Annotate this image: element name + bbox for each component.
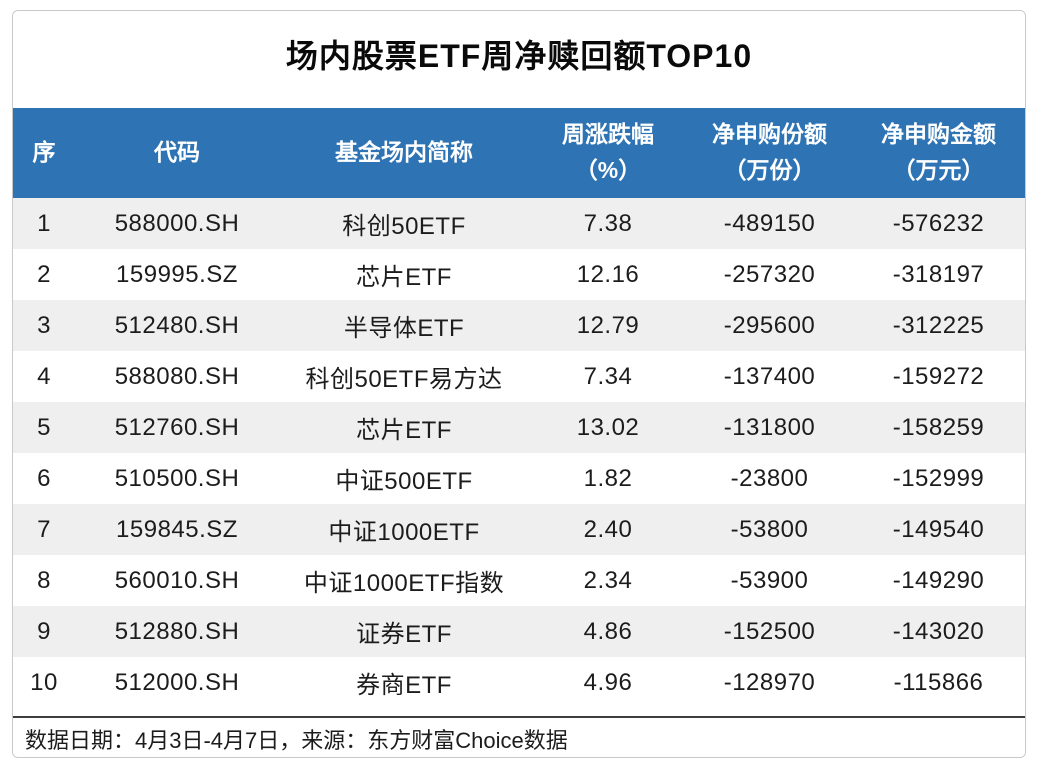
- cell-rank: 7: [37, 515, 51, 543]
- table-row: 7 159845.SZ 中证1000ETF 2.40 -53800 -149540: [13, 504, 1025, 555]
- column-header-shares: 净申购份额 （万份）: [687, 108, 852, 198]
- cell-rank: 6: [37, 464, 51, 492]
- cell-change: 4.96: [583, 668, 633, 696]
- cell-shares: -23800: [730, 464, 809, 492]
- cell-shares: -489150: [723, 209, 816, 237]
- cell-code: 512480.SH: [114, 311, 240, 339]
- table-row: 4 588080.SH 科创50ETF易方达 7.34 -137400 -159272: [13, 351, 1025, 402]
- cell-rank: 9: [37, 617, 51, 645]
- table-row: 3 512480.SH 半导体ETF 12.79 -295600 -312225: [13, 300, 1025, 351]
- cell-amount: -149540: [892, 515, 985, 543]
- header-row: 序 代码 基金场内简称 周涨跌幅 （%） 净申购份额 （万份） 净申购金额 （万…: [13, 108, 1025, 198]
- title-bar: 场内股票ETF周净赎回额TOP10: [13, 11, 1025, 96]
- cell-change: 12.79: [576, 311, 640, 339]
- cell-change: 4.86: [583, 617, 633, 645]
- cell-code: 588080.SH: [114, 362, 240, 390]
- cell-amount: -152999: [892, 464, 985, 492]
- table-header: 序 代码 基金场内简称 周涨跌幅 （%） 净申购份额 （万份） 净申购金额 （万…: [13, 108, 1025, 198]
- cell-code: 510500.SH: [114, 464, 240, 492]
- etf-table: 序 代码 基金场内简称 周涨跌幅 （%） 净申购份额 （万份） 净申购金额 （万…: [13, 108, 1025, 708]
- table-row: 6 510500.SH 中证500ETF 1.82 -23800 -152999: [13, 453, 1025, 504]
- table-row: 8 560010.SH 中证1000ETF指数 2.34 -53900 -149290: [13, 555, 1025, 606]
- cell-change: 2.40: [583, 515, 633, 543]
- cell-rank: 8: [37, 566, 51, 594]
- cell-shares: -128970: [723, 668, 816, 696]
- cell-name: 中证1000ETF指数: [303, 570, 505, 597]
- cell-change: 1.82: [583, 464, 633, 492]
- cell-name: 证券ETF: [356, 621, 452, 648]
- cell-shares: -152500: [723, 617, 816, 645]
- cell-amount: -312225: [892, 311, 985, 339]
- cell-name: 中证1000ETF: [328, 519, 480, 546]
- table-body: 1 588000.SH 科创50ETF 7.38 -489150 -576232 2 1599…: [13, 198, 1025, 708]
- cell-change: 7.38: [583, 209, 633, 237]
- cell-code: 159995.SZ: [116, 260, 238, 288]
- cell-rank: 2: [37, 260, 51, 288]
- cell-code: 560010.SH: [114, 566, 240, 594]
- cell-code: 588000.SH: [114, 209, 240, 237]
- cell-change: 7.34: [583, 362, 633, 390]
- cell-shares: -295600: [723, 311, 816, 339]
- table-row: 10 512000.SH 券商ETF 4.96 -128970 -115866: [13, 657, 1025, 708]
- cell-code: 512880.SH: [114, 617, 240, 645]
- cell-rank: 1: [37, 209, 51, 237]
- cell-amount: -159272: [892, 362, 985, 390]
- table-row: 5 512760.SH 芯片ETF 13.02 -131800 -158259: [13, 402, 1025, 453]
- cell-change: 13.02: [576, 413, 640, 441]
- cell-amount: -158259: [892, 413, 985, 441]
- table-row: 9 512880.SH 证券ETF 4.86 -152500 -143020: [13, 606, 1025, 657]
- cell-code: 159845.SZ: [116, 515, 238, 543]
- cell-change: 2.34: [583, 566, 633, 594]
- cell-name: 芯片ETF: [356, 417, 452, 444]
- cell-amount: -143020: [892, 617, 985, 645]
- cell-shares: -131800: [723, 413, 816, 441]
- title-divider-gap: [13, 96, 1025, 108]
- cell-rank: 10: [30, 668, 58, 696]
- cell-amount: -115866: [893, 668, 984, 696]
- cell-rank: 4: [37, 362, 51, 390]
- cell-rank: 5: [37, 413, 51, 441]
- cell-shares: -53800: [730, 515, 809, 543]
- cell-code: 512000.SH: [114, 668, 240, 696]
- column-header-change: 周涨跌幅 （%）: [529, 108, 687, 198]
- page-title: 场内股票ETF周净赎回额TOP10: [285, 37, 753, 74]
- column-header-code: 代码: [75, 108, 279, 198]
- table-row: 1 588000.SH 科创50ETF 7.38 -489150 -576232: [13, 198, 1025, 249]
- footer-note: 数据日期：4月3日-4月7日，来源：东方财富Choice数据: [13, 716, 1025, 757]
- cell-name: 科创50ETF: [342, 213, 466, 240]
- cell-shares: -53900: [730, 566, 809, 594]
- cell-amount: -318197: [892, 260, 985, 288]
- column-header-rank: 序: [13, 108, 75, 198]
- table-row: 2 159995.SZ 芯片ETF 12.16 -257320 -318197: [13, 249, 1025, 300]
- column-header-name: 基金场内简称: [279, 108, 529, 198]
- cell-name: 芯片ETF: [356, 264, 452, 291]
- etf-table-card: 场内股票ETF周净赎回额TOP10 序 代码 基金场内简称 周涨跌幅 （%） 净…: [12, 10, 1026, 758]
- cell-name: 半导体ETF: [343, 315, 465, 342]
- cell-amount: -149290: [892, 566, 985, 594]
- cell-shares: -137400: [723, 362, 816, 390]
- cell-name: 科创50ETF易方达: [305, 366, 503, 393]
- cell-name: 券商ETF: [356, 672, 452, 699]
- cell-rank: 3: [37, 311, 51, 339]
- cell-code: 512760.SH: [114, 413, 240, 441]
- column-header-amount: 净申购金额 （万元）: [852, 108, 1025, 198]
- cell-shares: -257320: [723, 260, 816, 288]
- cell-name: 中证500ETF: [335, 468, 473, 495]
- cell-change: 12.16: [576, 260, 640, 288]
- cell-amount: -576232: [892, 209, 985, 237]
